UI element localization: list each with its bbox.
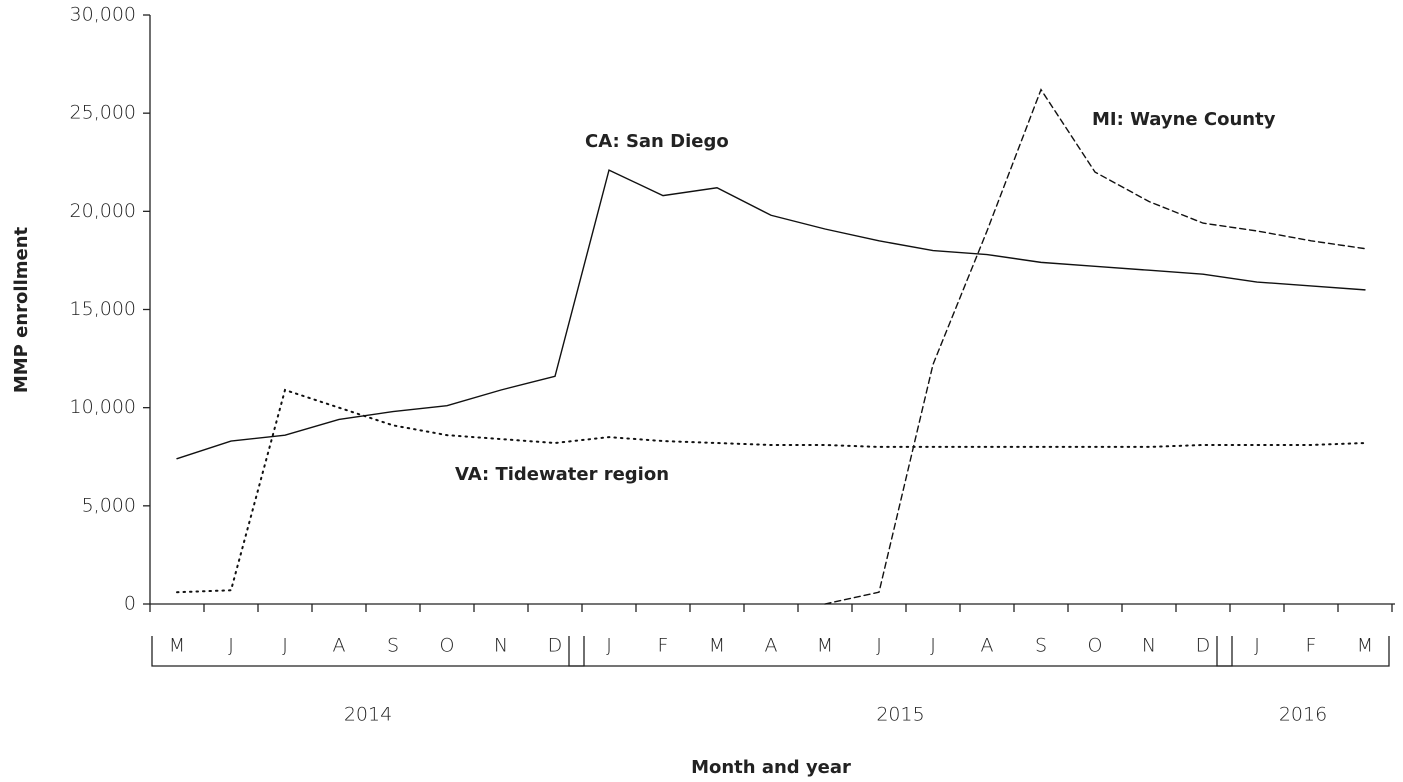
y-axis-label: MMP enrollment — [11, 226, 32, 393]
x-tick-label: J — [228, 635, 234, 657]
y-tick-label: 30,000 — [70, 4, 136, 26]
x-tick-label: S — [387, 635, 399, 657]
x-tick-label: J — [930, 635, 936, 657]
series-line — [824, 88, 1366, 605]
y-tick-label: 20,000 — [70, 200, 136, 222]
x-tick-label: D — [1196, 635, 1211, 657]
x-tick-label: M — [817, 635, 833, 657]
series-label: CA: San Diego — [585, 131, 729, 152]
year-label: 2015 — [876, 704, 924, 726]
year-label: 2016 — [1279, 704, 1327, 726]
year-label: 2014 — [344, 704, 392, 726]
y-tick-label: 25,000 — [70, 102, 136, 124]
x-tick-label: O — [1088, 635, 1103, 657]
year-bracket — [151, 636, 585, 667]
x-tick-label: N — [494, 635, 508, 657]
x-tick-label: M — [1357, 635, 1373, 657]
x-tick-label: O — [440, 635, 455, 657]
y-tick-label: 10,000 — [70, 396, 136, 418]
y-tick-label: 5,000 — [82, 494, 136, 516]
year-bracket — [1216, 636, 1390, 667]
x-tick-label: M — [709, 635, 725, 657]
x-tick-label: J — [1254, 635, 1260, 657]
x-tick-label: D — [548, 635, 563, 657]
series-line — [176, 388, 1366, 594]
x-axis-label: Month and year — [691, 757, 851, 778]
x-tick-label: F — [1306, 635, 1317, 657]
series-line — [176, 169, 1366, 460]
year-bracket — [568, 636, 1233, 667]
series-label: VA: Tidewater region — [455, 464, 669, 485]
x-tick-label: J — [282, 635, 288, 657]
x-tick-label: F — [658, 635, 669, 657]
x-tick-label: A — [765, 635, 778, 657]
series-label: MI: Wayne County — [1092, 109, 1276, 130]
x-tick-label: M — [169, 635, 185, 657]
x-tick-label: S — [1035, 635, 1047, 657]
x-tick-label: J — [606, 635, 612, 657]
x-tick-label: A — [333, 635, 346, 657]
y-tick-label: 0 — [124, 593, 136, 615]
x-tick-label: J — [876, 635, 882, 657]
x-tick-label: N — [1142, 635, 1156, 657]
y-tick-label: 15,000 — [70, 298, 136, 320]
x-tick-label: A — [981, 635, 994, 657]
